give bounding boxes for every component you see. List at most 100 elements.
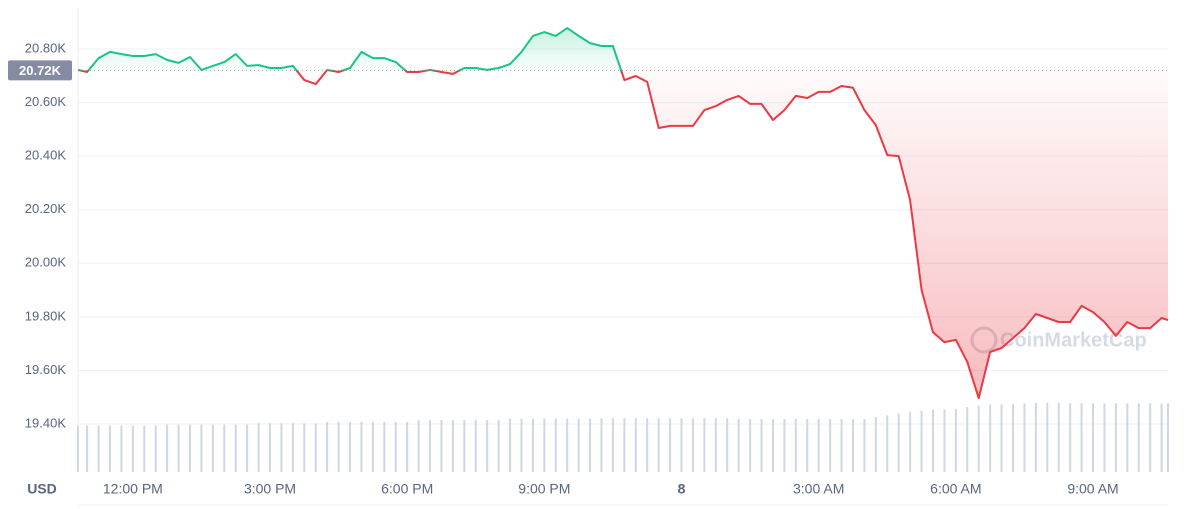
volume-bar [943, 409, 946, 472]
volume-bar [1114, 403, 1117, 472]
volume-bar [920, 410, 923, 472]
volume-bar [1034, 402, 1037, 472]
volume-bar [509, 418, 512, 472]
volume-bar [154, 425, 157, 472]
volume-bar [223, 424, 226, 472]
volume-bar [120, 425, 123, 472]
volume-bar [863, 419, 866, 472]
volume-bar [303, 423, 306, 472]
volume-bar [760, 419, 763, 472]
volume-bar [143, 425, 146, 472]
x-tick-label: 6:00 PM [381, 481, 433, 497]
volume-bar [86, 425, 89, 472]
volume-bar [554, 418, 557, 472]
volume-bar [954, 408, 957, 472]
price-line [77, 27, 1169, 400]
y-tick-label: 19.80K [25, 308, 67, 323]
volume-bar [429, 420, 432, 472]
watermark-text: CoinMarketCap [1000, 329, 1147, 351]
volume-bar [669, 418, 672, 472]
volume-bar [783, 419, 786, 472]
volume-bar [177, 424, 180, 472]
volume-bar [909, 411, 912, 472]
volume-bar [97, 425, 100, 472]
volume-bar [840, 419, 843, 472]
volume-bar [486, 420, 489, 472]
volume-bar [1160, 403, 1163, 472]
volume-bar [531, 418, 534, 472]
volume-bar [566, 418, 569, 472]
volume-bar [131, 425, 134, 472]
volume-bar [337, 421, 340, 472]
volume-bar [749, 419, 752, 472]
y-tick-label: 20.40K [25, 148, 67, 163]
volume-bar [737, 419, 740, 472]
x-tick-label: 3:00 PM [244, 481, 296, 497]
volume-bar [394, 421, 397, 472]
reference-badge [8, 60, 72, 81]
reference-label: 20.72K [19, 63, 62, 78]
volume-bar [257, 423, 260, 472]
volume-bar [623, 418, 626, 472]
volume-bar [166, 424, 169, 472]
x-tick-label: 12:00 PM [103, 481, 163, 497]
volume-bar [189, 424, 192, 472]
volume-bar [109, 425, 112, 472]
volume-bar [371, 421, 374, 472]
volume-bar [326, 421, 329, 472]
x-tick-label: 6:00 AM [930, 481, 981, 497]
volume-bar [463, 420, 466, 472]
volume-bar [1057, 402, 1060, 472]
volume-bar [600, 418, 603, 472]
volume-bar [806, 419, 809, 472]
volume-bar [886, 415, 889, 472]
volume-bar [874, 417, 877, 472]
volume-bar [200, 424, 203, 472]
volume-bar [771, 419, 774, 472]
volume-bar [794, 419, 797, 472]
volume-bar [234, 424, 237, 472]
volume-bar [520, 418, 523, 472]
volume-bar [611, 418, 614, 472]
volume-bar [589, 418, 592, 472]
volume-bar [1149, 403, 1152, 472]
y-tick-label: 20.60K [25, 94, 67, 109]
volume-bar [349, 421, 352, 472]
volume-bar [1012, 403, 1015, 472]
volume-bar [634, 418, 637, 472]
y-tick-label: 19.60K [25, 362, 67, 377]
volume-bar [989, 404, 992, 472]
volume-bar [1080, 403, 1083, 472]
x-tick-label: 9:00 AM [1067, 481, 1118, 497]
volume-bar [977, 405, 980, 472]
volume-bar [360, 421, 363, 472]
volume-bar [211, 424, 214, 472]
volume-bar [1069, 403, 1072, 472]
volume-bar [851, 419, 854, 472]
volume-bar [646, 418, 649, 472]
volume-bar [817, 419, 820, 472]
volume-bar [440, 420, 443, 472]
volume-bar [691, 418, 694, 472]
volume-bar [657, 418, 660, 472]
volume-bar [1137, 403, 1140, 472]
y-tick-label: 20.20K [25, 201, 67, 216]
volume-bar [1126, 403, 1129, 472]
x-tick-label: 3:00 AM [793, 481, 844, 497]
volume-bar [714, 418, 717, 472]
volume-bar [966, 407, 969, 472]
volume-bar [383, 421, 386, 472]
y-tick-label: 20.80K [25, 40, 67, 55]
volume-bar [1000, 404, 1003, 472]
volume-bar [280, 423, 283, 472]
volume-bar [703, 418, 706, 472]
price-area [78, 28, 1168, 399]
volume-bar [269, 423, 272, 472]
volume-bar [543, 418, 546, 472]
y-tick-label: 20.00K [25, 255, 67, 270]
volume-bar [406, 421, 409, 472]
volume-bar [1046, 402, 1049, 472]
volume-bar [680, 418, 683, 472]
